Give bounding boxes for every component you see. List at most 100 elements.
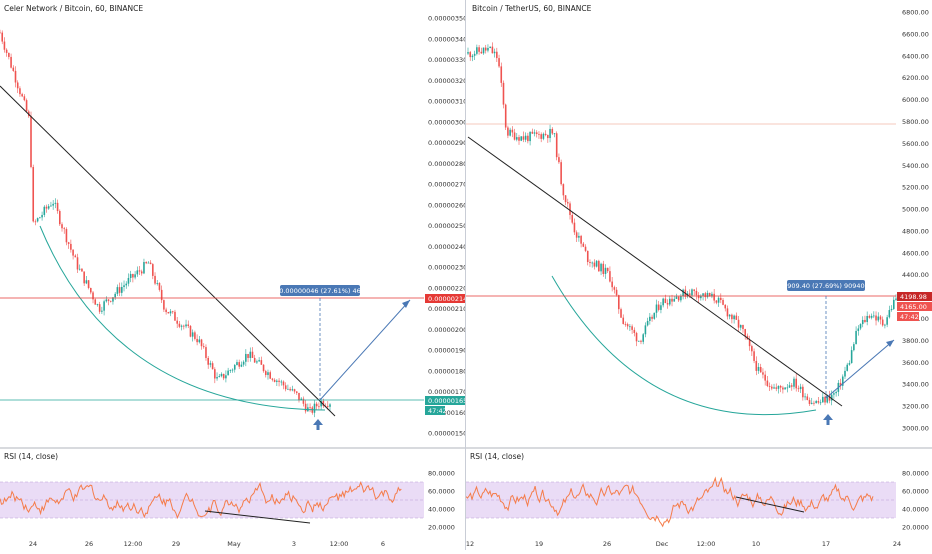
candle-body <box>16 82 19 89</box>
candle-body <box>149 262 152 265</box>
candle-body <box>777 385 780 389</box>
candle-body <box>870 315 873 318</box>
time-tick-label: 6 <box>381 540 385 548</box>
candle-body <box>504 104 507 128</box>
price-tag-green-text: 0.00000165 <box>428 397 466 405</box>
candle-body <box>524 135 527 140</box>
candle-body <box>271 378 274 380</box>
measure-label-box <box>787 280 865 291</box>
candle-body <box>564 195 567 203</box>
price-tick-label: 5200.00 <box>902 184 929 192</box>
candle-body <box>593 262 596 267</box>
price-pane[interactable] <box>0 0 424 448</box>
candle-body <box>620 309 622 318</box>
rsi-tick-label: 80.0000 <box>902 470 929 478</box>
candle-body <box>125 283 128 286</box>
candle-body <box>886 317 888 325</box>
candle-body <box>0 32 1 34</box>
candle-body <box>3 41 6 50</box>
candle-body <box>165 309 167 313</box>
candle-body <box>771 386 773 389</box>
candle-body <box>595 260 598 267</box>
candle-body <box>284 385 287 390</box>
candle-body <box>569 203 571 215</box>
downtrend-line[interactable] <box>467 136 843 407</box>
candle-body <box>45 206 48 209</box>
candle-body <box>507 127 509 136</box>
candle-body <box>140 271 143 274</box>
price-tick-label: 3600.00 <box>902 359 929 367</box>
price-tick-label: 0.00000340 <box>428 35 466 43</box>
rsi-band <box>466 481 896 519</box>
btc-usdt-chart[interactable]: 6800.00 6600.00 6400.00 6200.00 6000.00 5800.… <box>465 0 932 550</box>
candle-body <box>326 405 329 407</box>
candle-body <box>830 394 833 401</box>
price-tick-label: 0.00000150 <box>428 430 466 438</box>
candle-body <box>562 184 565 196</box>
candle-body <box>733 315 735 320</box>
candle-body <box>637 340 640 342</box>
chart-panel-btc-usdt[interactable]: 6800.00 6600.00 6400.00 6200.00 6000.00 5800.… <box>465 0 932 550</box>
candle-body <box>839 382 842 386</box>
rounding-bottom-curve[interactable] <box>551 275 817 416</box>
candle-body <box>229 370 232 371</box>
candle-body <box>511 129 514 133</box>
downtrend-line[interactable] <box>0 85 336 417</box>
projection-arrow[interactable] <box>825 339 895 399</box>
candle-body <box>1 32 4 42</box>
candle-body <box>478 47 480 52</box>
candle-body <box>473 53 476 56</box>
candle-body <box>320 400 322 407</box>
candle-body <box>702 293 704 296</box>
measure-label: 0.00000046 (27.61%) 46 <box>279 287 361 295</box>
candle-body <box>145 262 147 264</box>
candle-body <box>819 402 822 404</box>
time-tick-label: 12:00 <box>124 540 143 548</box>
candle-body <box>41 214 43 218</box>
candle-body <box>209 363 212 365</box>
candle-body <box>10 56 12 68</box>
candle-body <box>185 324 187 327</box>
candle-body <box>214 369 216 379</box>
candle-body <box>873 315 875 317</box>
celr-btc-chart[interactable]: 0.00000350 0.00000340 0.00000330 0.00000320… <box>0 0 467 550</box>
candle-body <box>25 100 28 112</box>
candle-body <box>85 280 88 284</box>
projection-arrow[interactable] <box>319 299 411 401</box>
chart-panel-celr-btc[interactable]: 0.00000350 0.00000340 0.00000330 0.00000320… <box>0 0 467 550</box>
candle-body <box>187 324 190 326</box>
candle-body <box>671 298 673 302</box>
candle-body <box>611 281 613 288</box>
up-arrow-icon <box>823 414 833 425</box>
candle-body <box>502 82 505 105</box>
price-pane[interactable] <box>466 0 896 448</box>
candle-body <box>739 324 742 328</box>
candle-body <box>660 305 662 310</box>
candle-body <box>799 386 802 390</box>
candle-body <box>158 282 161 290</box>
price-tick-label: 0.00000260 <box>428 201 466 209</box>
candle-body <box>848 363 851 365</box>
candle-body <box>797 388 800 390</box>
candle-body <box>788 385 791 388</box>
time-tick-label: 3 <box>292 540 296 548</box>
candle-body <box>54 202 57 204</box>
candle-body <box>589 261 591 264</box>
candle-body <box>194 332 196 339</box>
rsi-band <box>0 481 424 519</box>
candle-body <box>74 255 77 258</box>
candle-body <box>258 360 260 362</box>
candle-body <box>207 357 209 365</box>
candle-body <box>143 262 145 274</box>
candle-body <box>329 404 331 407</box>
price-tick-label: 0.00000220 <box>428 284 466 292</box>
candle-body <box>267 372 269 375</box>
candle-body <box>280 381 283 383</box>
price-tag-red <box>897 302 932 311</box>
candle-body <box>669 298 671 305</box>
rounding-bottom-curve[interactable] <box>39 225 326 411</box>
candle-body <box>484 47 487 51</box>
candle-body <box>298 392 300 401</box>
candle-body <box>240 364 243 367</box>
candle-body <box>615 289 618 296</box>
